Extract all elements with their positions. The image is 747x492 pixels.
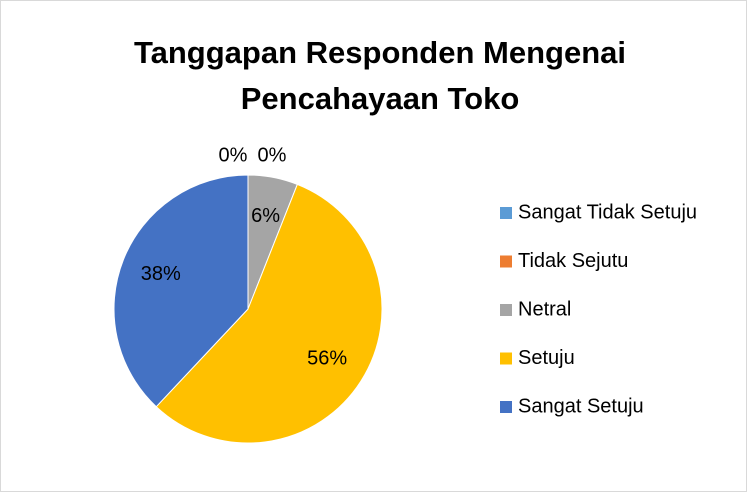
legend-swatch: [500, 207, 512, 219]
legend-swatch: [500, 304, 512, 316]
pie-slice: [155, 183, 383, 444]
legend-swatch: [500, 401, 512, 413]
legend-swatch: [500, 352, 512, 365]
data-label: 56%: [307, 348, 347, 370]
legend-label: Tidak Sejutu: [518, 250, 628, 272]
data-label: 0%: [258, 144, 287, 166]
data-label: 0%: [219, 144, 248, 166]
pie-slice: [113, 174, 249, 408]
legend-swatch: [500, 255, 512, 268]
legend-label: Setuju: [518, 347, 575, 369]
legend-label: Sangat Tidak Setuju: [518, 201, 697, 223]
legend-label: Netral: [518, 298, 571, 320]
data-label: 6%: [251, 205, 280, 227]
legend-label: Sangat Setuju: [518, 395, 644, 417]
data-label: 38%: [141, 263, 181, 285]
chart-title: Tanggapan Responden Mengenai Pencahayaan…: [133, 35, 627, 116]
